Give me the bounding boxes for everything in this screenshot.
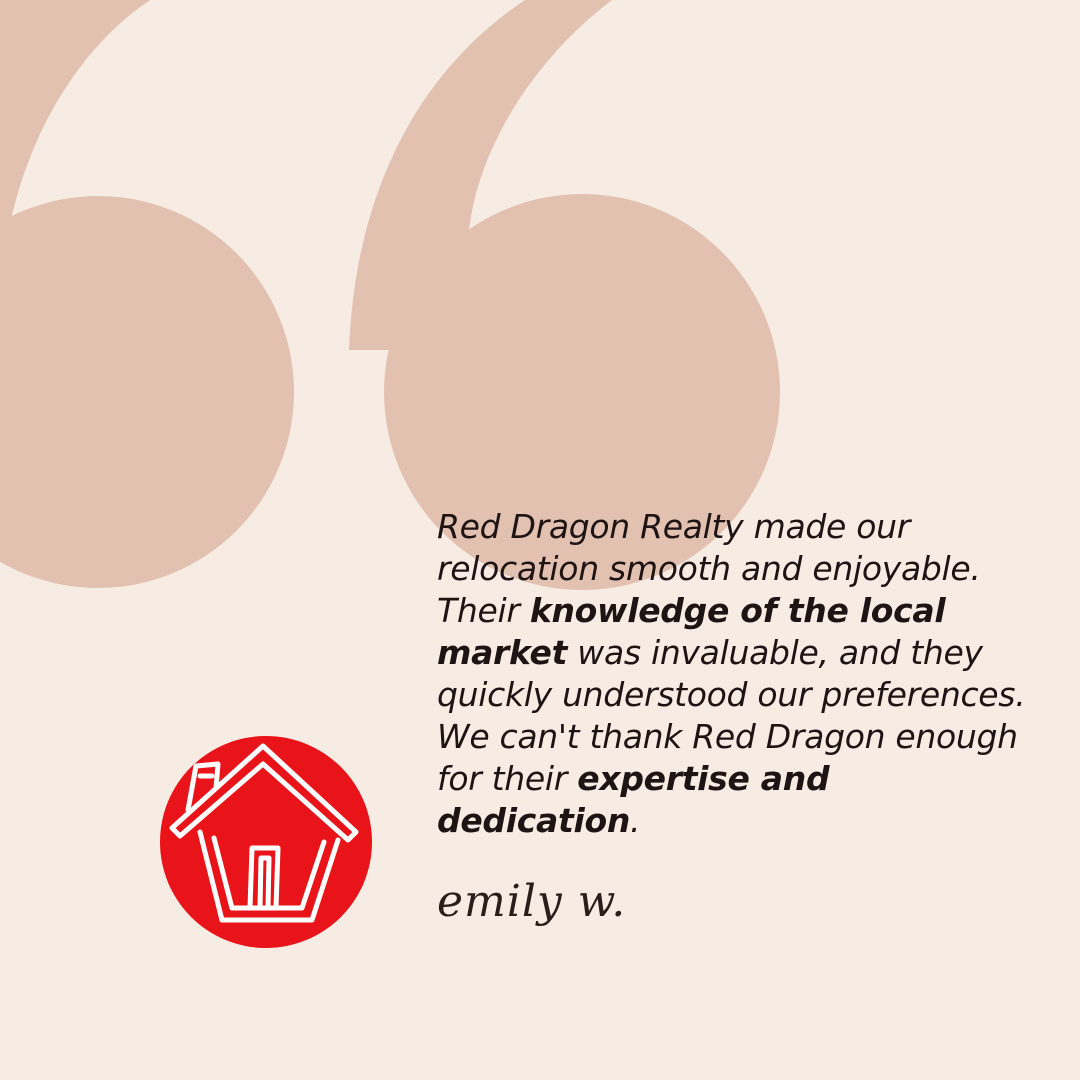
testimonial-quote: Red Dragon Realty made our relocation sm… <box>437 506 1037 842</box>
quote-segment: . <box>630 801 641 840</box>
author-name: emily w. <box>437 876 627 927</box>
quote-segment-bold: expertise and dedication <box>437 759 830 840</box>
quote-segment-bold: knowledge of the local market <box>437 591 946 672</box>
quote-segment: was invaluable, and they quickly underst… <box>437 633 1026 798</box>
company-logo <box>160 736 372 948</box>
house-icon <box>169 743 359 923</box>
quote-segment: Red Dragon Realty made our relocation sm… <box>437 507 981 630</box>
